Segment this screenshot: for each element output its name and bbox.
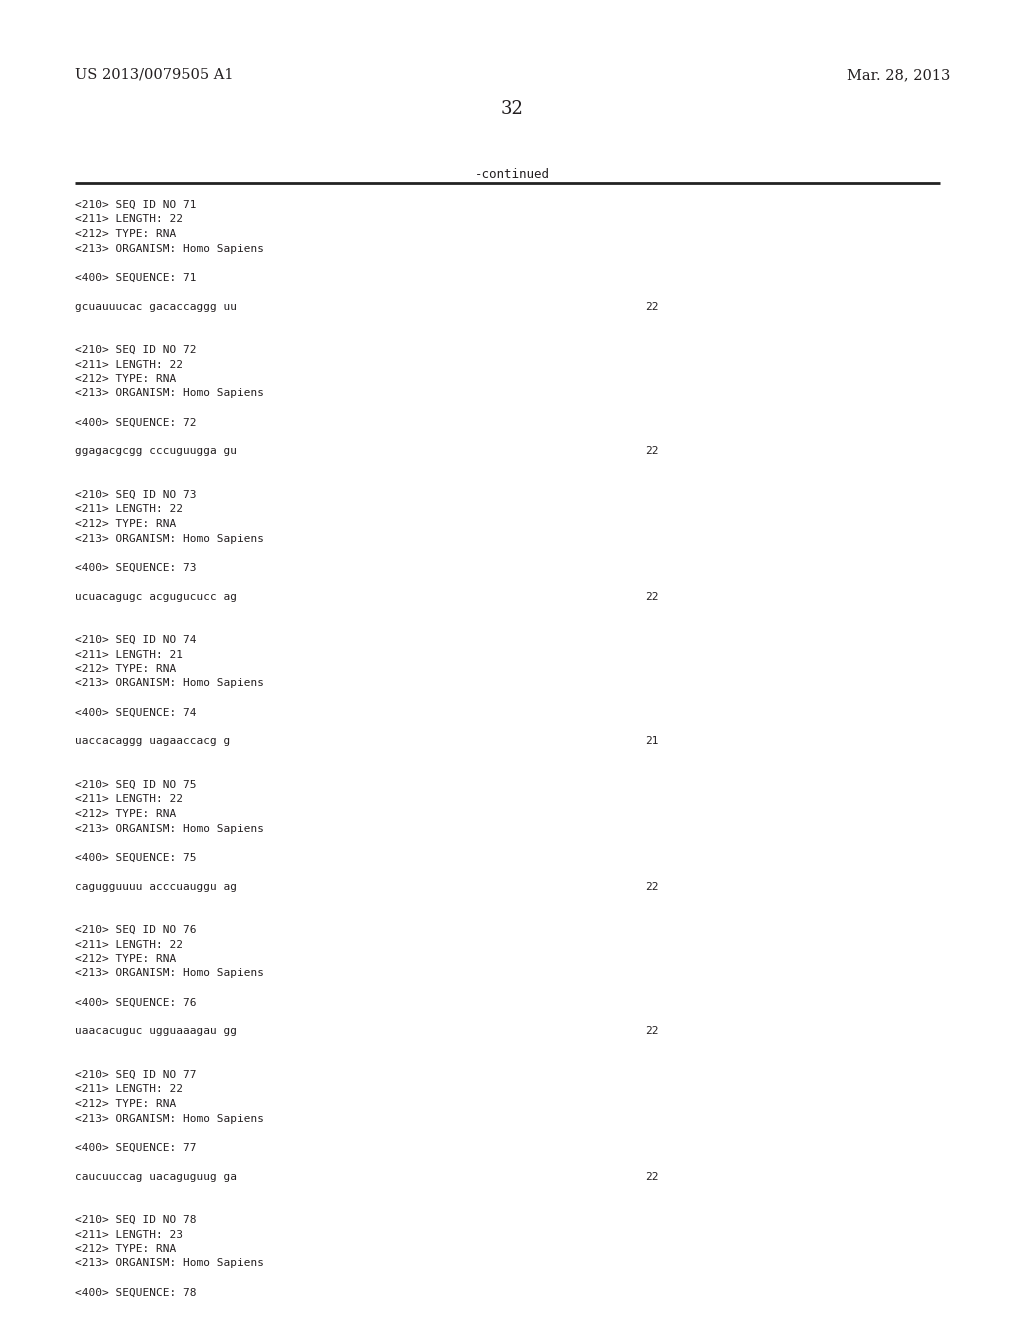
Text: <211> LENGTH: 21: <211> LENGTH: 21 <box>75 649 183 660</box>
Text: <211> LENGTH: 22: <211> LENGTH: 22 <box>75 1085 183 1094</box>
Text: <211> LENGTH: 22: <211> LENGTH: 22 <box>75 795 183 804</box>
Text: 22: 22 <box>645 591 658 602</box>
Text: uaccacaggg uagaaccacg g: uaccacaggg uagaaccacg g <box>75 737 230 747</box>
Text: Mar. 28, 2013: Mar. 28, 2013 <box>847 69 950 82</box>
Text: <400> SEQUENCE: 72: <400> SEQUENCE: 72 <box>75 417 197 428</box>
Text: <210> SEQ ID NO 78: <210> SEQ ID NO 78 <box>75 1214 197 1225</box>
Text: <213> ORGANISM: Homo Sapiens: <213> ORGANISM: Homo Sapiens <box>75 1258 264 1269</box>
Text: <210> SEQ ID NO 73: <210> SEQ ID NO 73 <box>75 490 197 500</box>
Text: 22: 22 <box>645 1027 658 1036</box>
Text: <213> ORGANISM: Homo Sapiens: <213> ORGANISM: Homo Sapiens <box>75 533 264 544</box>
Text: <210> SEQ ID NO 74: <210> SEQ ID NO 74 <box>75 635 197 645</box>
Text: <212> TYPE: RNA: <212> TYPE: RNA <box>75 1243 176 1254</box>
Text: <210> SEQ ID NO 75: <210> SEQ ID NO 75 <box>75 780 197 789</box>
Text: uaacacuguc ugguaaagau gg: uaacacuguc ugguaaagau gg <box>75 1027 237 1036</box>
Text: <400> SEQUENCE: 73: <400> SEQUENCE: 73 <box>75 562 197 573</box>
Text: <210> SEQ ID NO 77: <210> SEQ ID NO 77 <box>75 1071 197 1080</box>
Text: <211> LENGTH: 22: <211> LENGTH: 22 <box>75 214 183 224</box>
Text: -continued: -continued <box>474 168 550 181</box>
Text: ucuacagugc acgugucucc ag: ucuacagugc acgugucucc ag <box>75 591 237 602</box>
Text: <400> SEQUENCE: 74: <400> SEQUENCE: 74 <box>75 708 197 718</box>
Text: <213> ORGANISM: Homo Sapiens: <213> ORGANISM: Homo Sapiens <box>75 243 264 253</box>
Text: <212> TYPE: RNA: <212> TYPE: RNA <box>75 664 176 675</box>
Text: <213> ORGANISM: Homo Sapiens: <213> ORGANISM: Homo Sapiens <box>75 969 264 978</box>
Text: 22: 22 <box>645 301 658 312</box>
Text: <212> TYPE: RNA: <212> TYPE: RNA <box>75 374 176 384</box>
Text: <400> SEQUENCE: 71: <400> SEQUENCE: 71 <box>75 272 197 282</box>
Text: <400> SEQUENCE: 75: <400> SEQUENCE: 75 <box>75 853 197 862</box>
Text: ggagacgcgg cccuguugga gu: ggagacgcgg cccuguugga gu <box>75 446 237 457</box>
Text: US 2013/0079505 A1: US 2013/0079505 A1 <box>75 69 233 82</box>
Text: <213> ORGANISM: Homo Sapiens: <213> ORGANISM: Homo Sapiens <box>75 678 264 689</box>
Text: gcuauuucac gacaccaggg uu: gcuauuucac gacaccaggg uu <box>75 301 237 312</box>
Text: <211> LENGTH: 22: <211> LENGTH: 22 <box>75 504 183 515</box>
Text: <211> LENGTH: 22: <211> LENGTH: 22 <box>75 359 183 370</box>
Text: <212> TYPE: RNA: <212> TYPE: RNA <box>75 228 176 239</box>
Text: <210> SEQ ID NO 72: <210> SEQ ID NO 72 <box>75 345 197 355</box>
Text: <400> SEQUENCE: 76: <400> SEQUENCE: 76 <box>75 998 197 1007</box>
Text: <211> LENGTH: 23: <211> LENGTH: 23 <box>75 1229 183 1239</box>
Text: <212> TYPE: RNA: <212> TYPE: RNA <box>75 1100 176 1109</box>
Text: <400> SEQUENCE: 77: <400> SEQUENCE: 77 <box>75 1143 197 1152</box>
Text: <212> TYPE: RNA: <212> TYPE: RNA <box>75 519 176 529</box>
Text: 22: 22 <box>645 446 658 457</box>
Text: <212> TYPE: RNA: <212> TYPE: RNA <box>75 954 176 964</box>
Text: 32: 32 <box>501 100 523 117</box>
Text: 22: 22 <box>645 882 658 891</box>
Text: <213> ORGANISM: Homo Sapiens: <213> ORGANISM: Homo Sapiens <box>75 824 264 833</box>
Text: caucuuccag uacaguguug ga: caucuuccag uacaguguug ga <box>75 1172 237 1181</box>
Text: 21: 21 <box>645 737 658 747</box>
Text: 22: 22 <box>645 1172 658 1181</box>
Text: cagugguuuu acccuauggu ag: cagugguuuu acccuauggu ag <box>75 882 237 891</box>
Text: <210> SEQ ID NO 76: <210> SEQ ID NO 76 <box>75 925 197 935</box>
Text: <210> SEQ ID NO 71: <210> SEQ ID NO 71 <box>75 201 197 210</box>
Text: <213> ORGANISM: Homo Sapiens: <213> ORGANISM: Homo Sapiens <box>75 388 264 399</box>
Text: <212> TYPE: RNA: <212> TYPE: RNA <box>75 809 176 818</box>
Text: <211> LENGTH: 22: <211> LENGTH: 22 <box>75 940 183 949</box>
Text: <213> ORGANISM: Homo Sapiens: <213> ORGANISM: Homo Sapiens <box>75 1114 264 1123</box>
Text: <400> SEQUENCE: 78: <400> SEQUENCE: 78 <box>75 1287 197 1298</box>
